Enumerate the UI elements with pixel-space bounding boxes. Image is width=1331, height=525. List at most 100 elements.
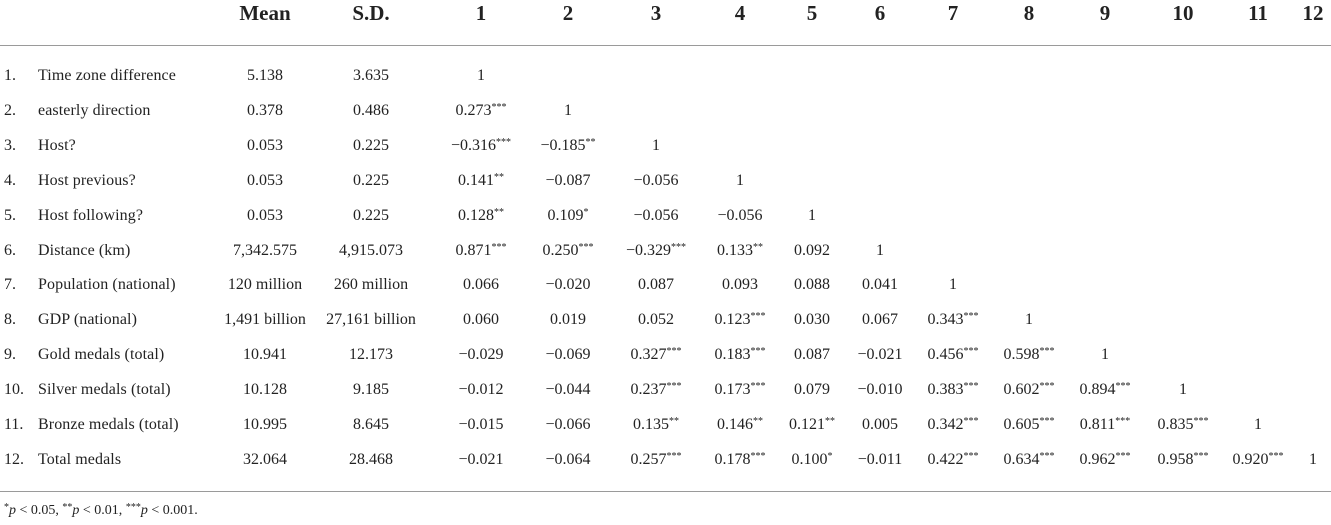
correlation-value: 1 xyxy=(949,276,957,294)
correlation-cell: 0.066 xyxy=(431,275,531,295)
correlation-cell: −0.012 xyxy=(431,380,531,400)
footnote-threshold: < 0.01, xyxy=(79,503,126,518)
correlation-value: 0.602 xyxy=(1003,381,1040,399)
correlation-cell: 0.835*** xyxy=(1133,415,1233,435)
correlation-cell: 0.060 xyxy=(431,310,531,330)
significance-stars: *** xyxy=(491,241,507,253)
correlation-value: 0.456 xyxy=(927,346,964,364)
column-header: 3 xyxy=(650,1,662,25)
correlation-cell: 0.178*** xyxy=(690,450,790,470)
row-label: Distance (km) xyxy=(38,241,131,259)
significance-stars: ** xyxy=(494,171,504,183)
correlation-cell: 1 xyxy=(431,66,531,86)
correlation-cell: 0.019 xyxy=(518,310,618,330)
mean-cell: 32.064 xyxy=(243,450,287,468)
row-number: 4. xyxy=(4,171,16,189)
correlation-value: 0.598 xyxy=(1003,346,1040,364)
footnote-stars: ** xyxy=(62,502,73,513)
row-number: 12. xyxy=(4,450,24,468)
row-number: 2. xyxy=(4,101,16,119)
correlation-cell: −0.011 xyxy=(830,450,930,470)
row-number: 1. xyxy=(4,67,16,84)
correlation-value: 0.121 xyxy=(789,416,825,433)
correlation-cell: 0.146** xyxy=(690,415,790,435)
correlation-cell: −0.021 xyxy=(431,450,531,470)
significance-footnote: *p < 0.05, **p < 0.01, ***p < 0.001. xyxy=(4,502,198,520)
row-label: Population (national) xyxy=(38,276,176,294)
correlation-cell: −0.020 xyxy=(518,275,618,295)
column-header: 8 xyxy=(1023,1,1035,25)
sd-cell: 9.185 xyxy=(353,381,389,399)
correlation-cell: −0.056 xyxy=(606,206,706,226)
correlation-cell: 0.237*** xyxy=(606,380,706,400)
correlation-value: 0.133 xyxy=(717,241,753,259)
correlation-value: 1 xyxy=(1101,346,1109,364)
correlation-cell: 1 xyxy=(518,101,618,121)
correlation-cell: 0.109* xyxy=(518,206,618,226)
correlation-value: −0.064 xyxy=(545,450,591,468)
correlation-cell: 1 xyxy=(1055,345,1155,365)
row-number: 8. xyxy=(4,311,16,329)
mean-cell: 5.138 xyxy=(247,67,283,84)
correlation-cell: 1 xyxy=(979,310,1079,330)
correlation-value: −0.021 xyxy=(857,346,903,364)
correlation-cell: 0.173*** xyxy=(690,380,790,400)
correlation-value: 0.123 xyxy=(714,311,751,329)
correlation-value: 1 xyxy=(564,101,572,119)
correlation-value: 0.327 xyxy=(630,346,667,364)
significance-stars: *** xyxy=(666,346,682,358)
row-number: 3. xyxy=(4,136,16,154)
correlation-value: 1 xyxy=(876,241,884,259)
significance-stars: * xyxy=(827,450,833,462)
mean-cell: 1,491 billion xyxy=(224,311,306,329)
correlation-value: 0.178 xyxy=(714,450,751,468)
correlation-cell: −0.185** xyxy=(518,136,618,156)
mean-cell: 0.053 xyxy=(247,171,283,189)
correlation-cell: −0.010 xyxy=(830,380,930,400)
correlation-cell: 0.133** xyxy=(690,241,790,261)
sd-cell: 0.225 xyxy=(353,171,389,189)
correlation-cell: 0.958*** xyxy=(1133,450,1233,470)
sd-cell: 4,915.073 xyxy=(339,241,403,259)
correlation-value: 0.894 xyxy=(1079,381,1116,399)
correlation-cell: −0.329*** xyxy=(606,241,706,261)
row-number: 10. xyxy=(4,381,24,399)
significance-stars: *** xyxy=(750,311,766,323)
correlation-cell: −0.066 xyxy=(518,415,618,435)
correlation-cell: 1 xyxy=(762,206,862,226)
correlation-value: 1 xyxy=(736,171,744,189)
significance-stars: *** xyxy=(963,416,979,427)
footnote-threshold: < 0.05, xyxy=(16,503,63,518)
row-label: Gold medals (total) xyxy=(38,346,165,364)
correlation-value: 0.087 xyxy=(638,276,674,294)
significance-stars: *** xyxy=(963,311,979,323)
correlation-value: 0.383 xyxy=(927,381,964,399)
significance-stars: *** xyxy=(666,381,682,393)
correlation-value: 0.109 xyxy=(547,206,584,224)
row-label: Host following? xyxy=(38,206,144,224)
correlation-value: 1 xyxy=(1179,381,1187,399)
correlation-value: −0.020 xyxy=(545,276,591,294)
correlation-value: 0.273 xyxy=(455,101,492,119)
sd-cell: 27,161 billion xyxy=(326,311,416,329)
correlation-cell: 0.041 xyxy=(830,275,930,295)
correlation-value: −0.029 xyxy=(458,346,504,364)
correlation-value: 0.422 xyxy=(927,450,964,468)
correlation-value: −0.316 xyxy=(450,136,497,154)
correlation-value: 0.920 xyxy=(1232,450,1269,468)
correlation-value: 0.962 xyxy=(1079,450,1116,468)
row-label: GDP (national) xyxy=(38,311,138,329)
sd-cell: 12.173 xyxy=(349,346,393,364)
significance-stars: *** xyxy=(750,381,766,393)
bottom-rule xyxy=(0,491,1331,492)
significance-stars: *** xyxy=(671,241,687,253)
correlation-value: 0.092 xyxy=(794,241,830,259)
significance-stars: *** xyxy=(1039,450,1055,462)
correlation-value: −0.329 xyxy=(625,241,672,259)
correlation-value: −0.066 xyxy=(545,416,591,433)
correlation-cell: 0.920*** xyxy=(1208,450,1308,470)
sd-cell: 28.468 xyxy=(349,450,393,468)
sd-cell: 3.635 xyxy=(353,67,389,84)
footnote-stars: * xyxy=(4,502,9,513)
